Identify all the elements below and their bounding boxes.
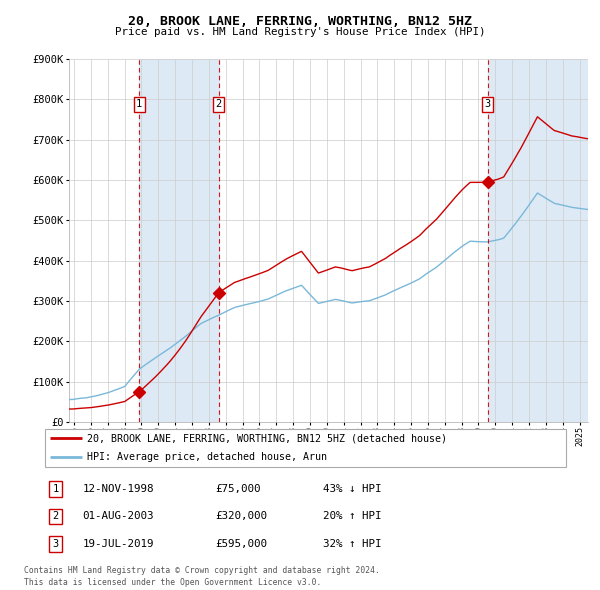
Text: 32% ↑ HPI: 32% ↑ HPI [323, 539, 382, 549]
Text: HPI: Average price, detached house, Arun: HPI: Average price, detached house, Arun [87, 452, 327, 462]
Text: 20, BROOK LANE, FERRING, WORTHING, BN12 5HZ: 20, BROOK LANE, FERRING, WORTHING, BN12 … [128, 15, 472, 28]
Text: 3: 3 [484, 99, 491, 109]
Text: Price paid vs. HM Land Registry's House Price Index (HPI): Price paid vs. HM Land Registry's House … [115, 28, 485, 37]
Text: 2: 2 [215, 99, 222, 109]
Text: 1: 1 [52, 484, 59, 494]
Bar [488, 59, 588, 422]
FancyBboxPatch shape [44, 429, 566, 467]
Text: 2: 2 [52, 512, 59, 522]
Text: Contains HM Land Registry data © Crown copyright and database right 2024.: Contains HM Land Registry data © Crown c… [24, 566, 380, 575]
Text: 1: 1 [136, 99, 142, 109]
Text: 3: 3 [52, 539, 59, 549]
Text: This data is licensed under the Open Government Licence v3.0.: This data is licensed under the Open Gov… [24, 578, 322, 587]
Text: 43% ↓ HPI: 43% ↓ HPI [323, 484, 382, 494]
Text: 20, BROOK LANE, FERRING, WORTHING, BN12 5HZ (detached house): 20, BROOK LANE, FERRING, WORTHING, BN12 … [87, 434, 447, 444]
Text: 01-AUG-2003: 01-AUG-2003 [83, 512, 154, 522]
Bar [139, 59, 218, 422]
Text: 19-JUL-2019: 19-JUL-2019 [83, 539, 154, 549]
Text: £75,000: £75,000 [215, 484, 260, 494]
Text: £595,000: £595,000 [215, 539, 267, 549]
Text: 20% ↑ HPI: 20% ↑ HPI [323, 512, 382, 522]
Text: £320,000: £320,000 [215, 512, 267, 522]
Text: 12-NOV-1998: 12-NOV-1998 [83, 484, 154, 494]
